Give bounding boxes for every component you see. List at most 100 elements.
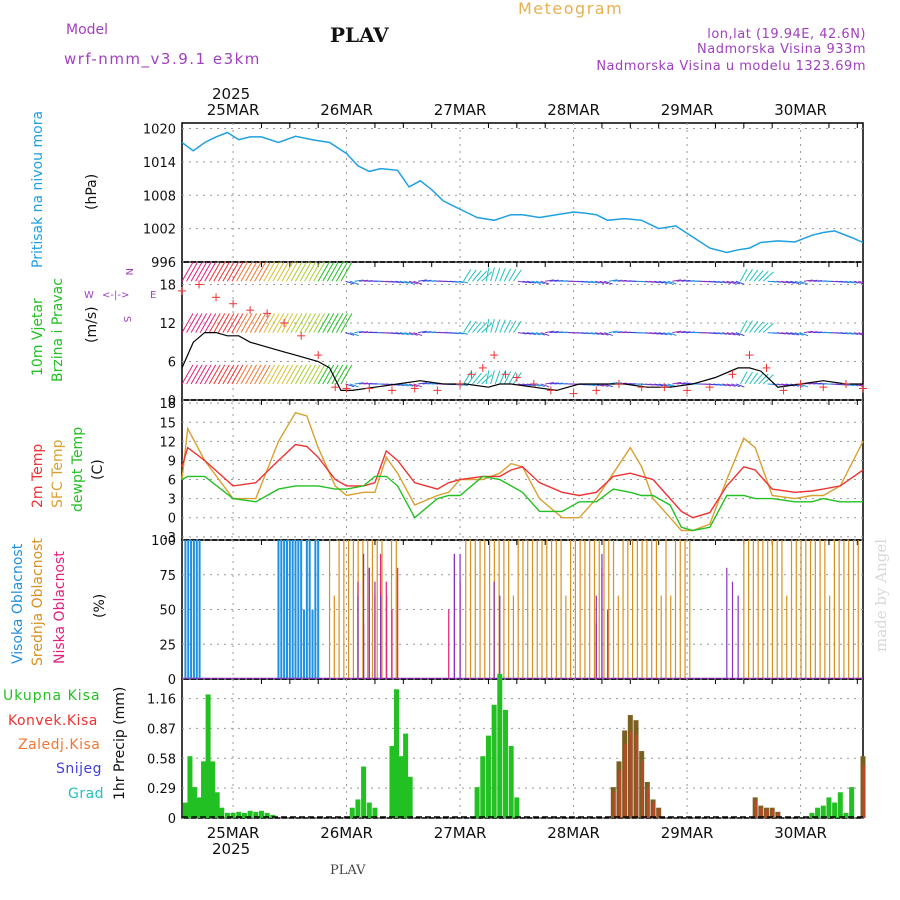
- cloud-unit: (%): [92, 594, 108, 618]
- wind-arrow: [531, 332, 541, 336]
- ytick-label: -3: [163, 531, 176, 546]
- precip-bar: [187, 756, 193, 818]
- wind-arrow: [862, 332, 863, 334]
- wind-arrow: [726, 280, 736, 285]
- ytick-label: 0: [168, 673, 176, 688]
- ytick-label: 100: [151, 534, 176, 549]
- wind-arrow: [595, 280, 604, 284]
- bottom-date-label: 26MAR: [320, 824, 373, 842]
- wind-ylabel-2: Brzina i Pravac: [50, 278, 66, 382]
- wind-arrow: [331, 262, 344, 282]
- model-label: Model: [66, 22, 108, 38]
- wind-arrow: [499, 319, 506, 333]
- wind-arrow: [281, 364, 294, 385]
- precip-bar: [832, 802, 838, 818]
- wind-arrow: [359, 279, 369, 282]
- wind-arrow: [849, 332, 859, 336]
- wind-arrow: [182, 364, 194, 385]
- wind-arrow: [599, 332, 609, 336]
- wind-arrow: [849, 280, 859, 284]
- wind-arrow: [240, 364, 253, 385]
- wind-arrow: [454, 332, 464, 335]
- wind-arrow: [413, 280, 423, 285]
- precip-conv-bar: [862, 765, 865, 818]
- wind-arrow: [418, 330, 428, 334]
- wind-arrow: [726, 383, 736, 387]
- precip-bar: [514, 797, 520, 818]
- bottom-date-label: 30MAR: [774, 824, 827, 842]
- wind-arrow: [776, 383, 786, 386]
- precip-bar: [241, 812, 247, 818]
- precip-bar: [372, 807, 378, 818]
- wind-arrow: [762, 271, 774, 282]
- wind-arrow: [476, 373, 488, 385]
- wind-arrow: [295, 262, 307, 282]
- wind-arrow: [676, 279, 686, 282]
- wind-arrow: [186, 313, 198, 333]
- lonlat-label: lon,lat (19.94E, 42.6N): [707, 27, 866, 42]
- wind-arrow: [340, 313, 353, 333]
- precip-panel: 1.16 0.87 0.58 0.29 0: [147, 673, 866, 827]
- wind-arrow: [540, 383, 550, 388]
- wind-arrow: [231, 364, 244, 385]
- wind-arrow: [340, 262, 353, 282]
- temp-ylabel-2: SFC Temp: [50, 439, 66, 508]
- wind-arrow: [753, 270, 764, 282]
- wind-arrow: [418, 279, 428, 282]
- wind-arrow: [290, 262, 303, 282]
- wind-arrow: [840, 383, 850, 386]
- wind-arrow: [272, 262, 285, 282]
- wind-arrow: [862, 281, 863, 282]
- wind-arrow: [713, 332, 723, 335]
- precip-bar: [480, 756, 486, 818]
- wind-arrow: [808, 382, 818, 385]
- legend-hail: Grad: [68, 786, 104, 802]
- precip-bar: [366, 802, 372, 818]
- wind-arrow: [276, 262, 289, 282]
- wind-arrow: [413, 332, 423, 337]
- precip-bar: [182, 802, 188, 818]
- wind-arrow: [508, 371, 517, 385]
- compass-s: S: [121, 316, 132, 322]
- wind-arrow: [513, 320, 522, 333]
- wind-arrow: [258, 364, 271, 385]
- ytick-label: 1008: [143, 189, 176, 204]
- wind-arrow: [554, 331, 564, 334]
- wind-arrow: [245, 313, 257, 333]
- wind-arrow: [226, 364, 239, 385]
- wind-arrow: [208, 262, 221, 282]
- wind-arrow: [735, 280, 745, 285]
- wind-arrow: [726, 332, 736, 336]
- ytick-label: 0: [168, 512, 176, 527]
- legend-frz: Zaledj.Kisa: [18, 737, 100, 753]
- precip-bar: [394, 689, 400, 818]
- wind-arrow: [794, 280, 804, 285]
- panel-frame-0: [181, 122, 864, 263]
- precip-bar: [407, 776, 413, 818]
- wind-arrow: [526, 280, 536, 284]
- wind-arrow: [522, 280, 532, 284]
- wind-speed-line: [181, 332, 863, 392]
- wind-arrow: [549, 382, 559, 385]
- altitude-label: Nadmorska Visina 933m: [697, 42, 866, 57]
- wind-arrow: [513, 372, 522, 385]
- ytick-label: 50: [159, 604, 176, 619]
- wind-arrow: [272, 364, 285, 385]
- wind-arrow: [472, 321, 482, 333]
- pressure-line: [181, 131, 864, 254]
- wind-arrow: [672, 381, 682, 385]
- top-date-label: 26MAR: [320, 101, 373, 119]
- wind-arrow: [231, 262, 244, 282]
- wind-arrow: [236, 262, 248, 282]
- ytick-label: 0: [168, 394, 176, 409]
- wind-ylabel-1: 10m Vjetar: [30, 298, 46, 376]
- wind-arrow: [781, 332, 791, 335]
- wind-arrow: [308, 364, 321, 385]
- precip-bar: [191, 787, 197, 818]
- wind-arrow: [554, 279, 564, 282]
- precip-conv-bar: [777, 812, 780, 818]
- precip-bar: [205, 694, 211, 818]
- wind-arrow: [540, 332, 550, 336]
- wind-arrow: [463, 320, 472, 333]
- wind-arrow: [208, 364, 221, 385]
